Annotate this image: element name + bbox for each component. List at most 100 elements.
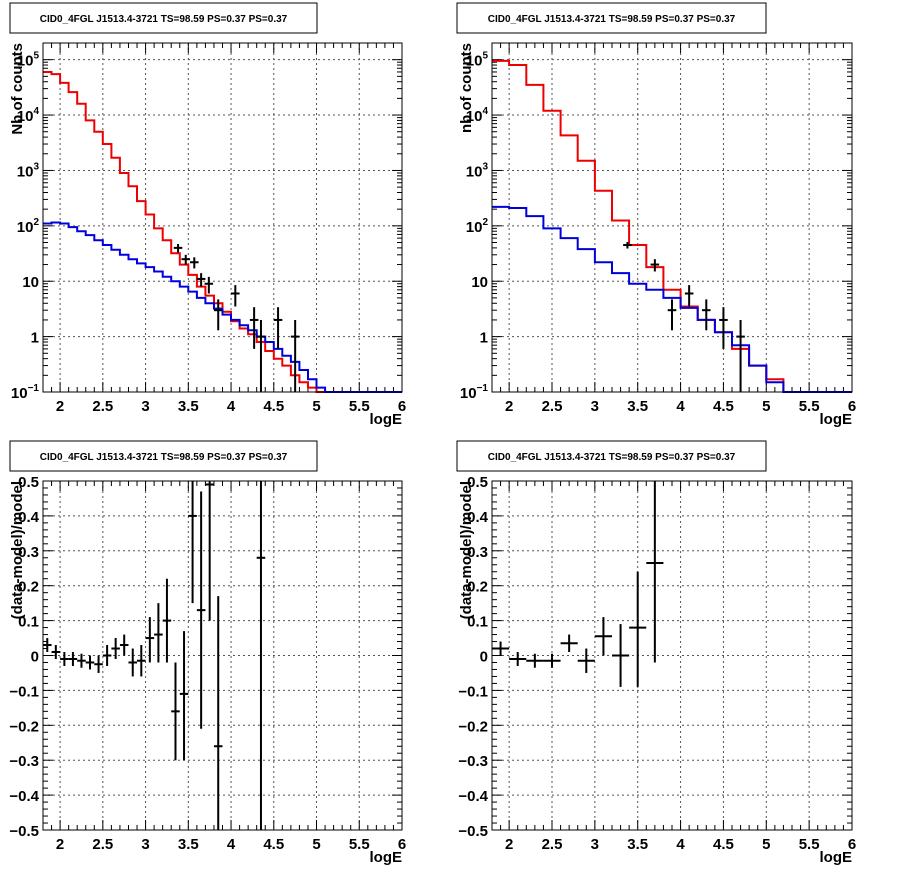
x-tick-label: 4 <box>676 836 685 853</box>
x-tick-label: 4.5 <box>713 398 734 415</box>
x-tick-label: 2 <box>505 398 513 415</box>
x-tick-label: 5 <box>762 836 770 853</box>
x-tick-label: 6 <box>848 398 856 415</box>
data-point <box>719 307 728 349</box>
data-point <box>650 259 660 272</box>
y-tick-label: 105 <box>466 51 489 70</box>
data-point <box>629 571 647 687</box>
data-point <box>213 299 223 331</box>
y-axis-label: (data-model)/model <box>458 481 475 619</box>
data-point <box>77 653 86 668</box>
chart-panel-4: 2 2.5 3 3.5 4 4.5 5 5.5 6 −0.5 −0.4 −0.3 −0.2 −0.1 0 0.… <box>456 440 856 866</box>
x-tick-label: 5.5 <box>349 398 370 415</box>
x-tick-label: 2 <box>505 836 513 853</box>
y-tick-label: 0.5 <box>467 474 488 491</box>
x-tick-label: 5 <box>762 398 770 415</box>
chart-panel-1: 2 2.5 3 3.5 4 4.5 5 5.5 6 10−1 1 10 102 103 104 105 logE… <box>9 2 406 428</box>
x-tick-label: 4.5 <box>713 836 734 853</box>
x-tick-label: 2 <box>56 398 64 415</box>
x-axis-label: logE <box>370 411 403 428</box>
data-point <box>290 319 300 392</box>
data-point <box>612 624 630 687</box>
data-point <box>492 641 510 656</box>
y-tick-label: 10−1 <box>460 383 489 402</box>
data-point <box>128 648 138 677</box>
chart-title: CID0_4FGL J1513.4-3721 TS=98.59 PS=0.37 … <box>488 14 736 25</box>
data-point <box>623 242 632 249</box>
y-tick-label: 10−1 <box>11 383 40 402</box>
chart-panel-3: 2 2.5 3 3.5 4 4.5 5 5.5 6 −0.5 −0.4 −0.3 −0.2 −0.1 0 0.… <box>9 440 406 866</box>
y-axis-label: Nb of counts <box>9 43 26 135</box>
x-axis-label: logE <box>820 411 853 428</box>
data-point <box>137 645 146 677</box>
x-tick-label: 3 <box>141 836 149 853</box>
chart-title: CID0_4FGL J1513.4-3721 TS=98.59 PS=0.37 … <box>40 14 288 25</box>
x-tick-label: 3 <box>591 398 599 415</box>
x-tick-label: 2.5 <box>92 398 113 415</box>
data-point <box>736 319 745 392</box>
background-model-histogram <box>492 205 852 393</box>
data-point <box>102 645 112 666</box>
background-model-histogram <box>43 221 402 393</box>
y-tick-label: −0.4 <box>458 788 488 805</box>
data-point <box>188 481 197 604</box>
plot-frame <box>42 480 403 831</box>
data-point <box>85 655 95 670</box>
axis-ticks <box>491 42 853 393</box>
data-point <box>111 638 120 659</box>
chart-title: CID0_4FGL J1513.4-3721 TS=98.59 PS=0.37 … <box>40 452 288 463</box>
plot-area <box>43 43 402 392</box>
x-tick-label: 4.5 <box>263 836 284 853</box>
y-tick-label: 0.2 <box>18 579 39 596</box>
y-tick-label: 104 <box>466 106 489 125</box>
y-tick-label: 0.4 <box>467 509 489 526</box>
x-tick-label: 6 <box>398 398 406 415</box>
y-tick-label: 0.4 <box>18 509 40 526</box>
y-tick-label: 105 <box>17 51 40 70</box>
x-tick-label: 5.5 <box>799 398 820 415</box>
x-tick-label: 2 <box>56 836 64 853</box>
plot-area <box>492 43 852 392</box>
data-point <box>190 257 199 269</box>
y-tick-label: 1 <box>480 330 488 347</box>
data-point <box>702 299 711 331</box>
y-tick-label: −0.4 <box>9 788 39 805</box>
axis-ticks <box>491 480 853 831</box>
y-tick-label: −0.1 <box>458 683 488 700</box>
x-axis-label: logE <box>820 849 853 866</box>
x-tick-label: 2.5 <box>542 836 563 853</box>
y-axis-label: nb of counts <box>458 43 475 133</box>
x-tick-label: 3 <box>141 398 149 415</box>
data-point <box>119 634 129 656</box>
data-point <box>204 276 214 294</box>
data-point <box>162 578 172 663</box>
x-tick-label: 3 <box>591 836 599 853</box>
x-axis-label: logE <box>370 849 403 866</box>
chart-title: CID0_4FGL J1513.4-3721 TS=98.59 PS=0.37 … <box>488 452 736 463</box>
chart-panel-2: 2 2.5 3 3.5 4 4.5 5 5.5 6 10−1 1 10 102 103 104 105 logE… <box>456 2 856 428</box>
x-tick-label: 2.5 <box>92 836 113 853</box>
x-tick-label: 5 <box>312 836 320 853</box>
chart-title-box <box>456 2 767 34</box>
y-tick-label: 0.2 <box>467 579 488 596</box>
data-point <box>196 491 206 729</box>
data-point <box>560 634 578 653</box>
data-point <box>256 481 266 830</box>
y-tick-label: −0.2 <box>458 718 488 735</box>
y-tick-label: 0.1 <box>18 614 39 631</box>
data-point <box>526 653 544 668</box>
y-tick-label: −0.1 <box>9 683 39 700</box>
y-tick-label: 102 <box>17 217 40 236</box>
y-tick-label: 0 <box>31 649 39 666</box>
y-tick-label: 0.3 <box>467 544 488 561</box>
x-tick-label: 5.5 <box>799 836 820 853</box>
y-axis-label: (data-model)/model <box>9 481 26 619</box>
data-point <box>196 273 206 287</box>
data-point <box>171 662 180 761</box>
y-tick-label: 103 <box>17 161 40 180</box>
data-point <box>213 596 223 830</box>
data-point <box>646 481 664 663</box>
chart-title-box <box>9 440 318 472</box>
data-point <box>68 652 78 666</box>
